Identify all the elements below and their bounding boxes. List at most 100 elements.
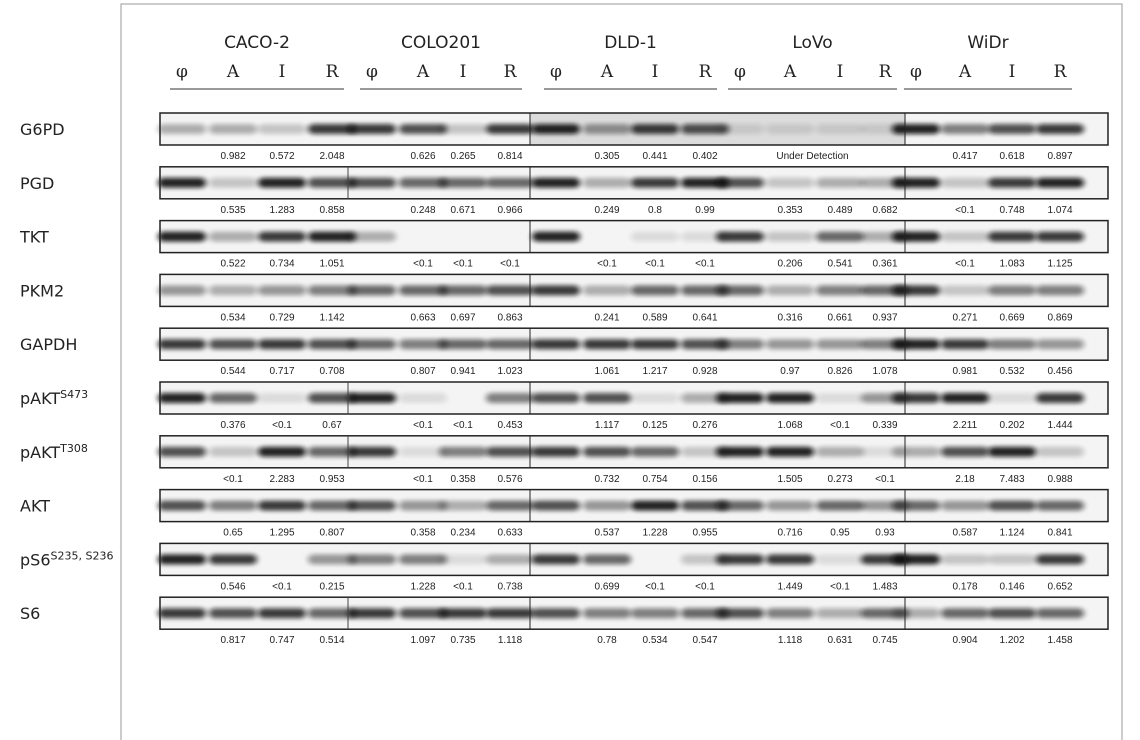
band	[209, 501, 257, 511]
protein-site: S235, S236	[51, 549, 114, 562]
band	[716, 393, 764, 403]
band	[941, 285, 989, 295]
band	[486, 124, 534, 134]
ratio-value: <0.1	[695, 259, 715, 270]
protein-label: GAPDH	[20, 335, 77, 354]
lane-label: I	[1009, 62, 1016, 82]
band	[816, 501, 864, 511]
ratio-value: 0.97	[780, 366, 800, 377]
ratio-value: 0.522	[220, 259, 245, 270]
protein-name: S6	[20, 604, 40, 623]
ratio-value: <0.1	[695, 581, 715, 592]
ratio-value: 0.95	[830, 528, 850, 539]
band	[1036, 554, 1084, 564]
band	[486, 501, 534, 511]
band	[439, 447, 487, 457]
band	[988, 447, 1036, 457]
ratio-value: <0.1	[830, 581, 850, 592]
band	[158, 554, 206, 564]
ratio-value: <0.1	[453, 259, 473, 270]
ratio-value: 0.869	[1047, 312, 1072, 323]
ratio-value: 0.146	[999, 581, 1024, 592]
band	[716, 339, 764, 349]
protein-name: pS6	[20, 550, 51, 569]
band	[1036, 285, 1084, 295]
lane-label: I	[837, 62, 844, 82]
ratio-value: 0.273	[827, 474, 852, 485]
ratio-value: <0.1	[955, 259, 975, 270]
band	[941, 447, 989, 457]
protein-label: pAKTS473	[20, 388, 88, 408]
ratio-value: 0.453	[497, 420, 522, 431]
band	[348, 554, 396, 564]
lane-label: A	[958, 62, 972, 82]
ratio-value: 1.097	[410, 635, 435, 646]
ratio-value: 0.265	[450, 151, 475, 162]
band	[766, 554, 814, 564]
ratio-value: 0.178	[952, 581, 977, 592]
band	[988, 285, 1036, 295]
band	[486, 178, 534, 188]
band	[532, 124, 580, 134]
band	[631, 124, 679, 134]
ratio-value: 1.117	[595, 420, 620, 431]
ratio-value: <0.1	[223, 474, 243, 485]
band	[583, 501, 631, 511]
ratio-value: <0.1	[645, 259, 665, 270]
ratio-value: 0.156	[692, 474, 717, 485]
lane-label: I	[652, 62, 659, 82]
band	[941, 554, 989, 564]
band	[816, 608, 864, 618]
ratio-value: 0.841	[1047, 528, 1072, 539]
protein-label: AKT	[20, 497, 50, 516]
ratio-value: 0.631	[827, 635, 852, 646]
ratio-value: 0.541	[827, 259, 852, 270]
band	[258, 608, 306, 618]
band	[716, 124, 764, 134]
band	[258, 232, 306, 242]
band	[486, 554, 534, 564]
lane-label: φ	[366, 62, 378, 82]
ratio-value: 0.234	[450, 528, 475, 539]
ratio-value: 0.937	[872, 312, 897, 323]
ratio-value: 0.729	[269, 312, 294, 323]
protein-name: GAPDH	[20, 335, 77, 354]
band	[439, 339, 487, 349]
ratio-value: 7.483	[999, 474, 1024, 485]
ratio-value: 0.982	[220, 151, 245, 162]
ratio-value: 0.215	[319, 581, 344, 592]
band	[258, 124, 306, 134]
ratio-value: 0.99	[695, 205, 715, 216]
band	[158, 339, 206, 349]
ratio-value: 0.716	[777, 528, 802, 539]
ratio-value: 0.544	[220, 366, 245, 377]
lane-label: R	[326, 62, 340, 82]
band	[209, 447, 257, 457]
ratio-value: 1.118	[778, 635, 803, 646]
ratio-value: <0.1	[875, 474, 895, 485]
band	[583, 339, 631, 349]
band	[766, 178, 814, 188]
band	[766, 393, 814, 403]
ratio-value: 0.966	[497, 205, 522, 216]
band	[158, 178, 206, 188]
band	[1036, 447, 1084, 457]
ratio-value: 0.863	[497, 312, 522, 323]
lane-label: I	[460, 62, 467, 82]
cell-line-name: CACO-2	[224, 33, 290, 53]
band	[486, 339, 534, 349]
ratio-value: 0.633	[497, 528, 522, 539]
ratio-value: 0.358	[450, 474, 475, 485]
band	[892, 501, 940, 511]
band	[532, 232, 580, 242]
band	[209, 393, 257, 403]
ratio-value: 0.93	[875, 528, 895, 539]
band	[158, 285, 206, 295]
protein-name: AKT	[20, 497, 50, 516]
lane-label: I	[279, 62, 286, 82]
ratio-value: 0.652	[1047, 581, 1072, 592]
lane-label: A	[226, 62, 240, 82]
ratio-value: <0.1	[955, 205, 975, 216]
ratio-value: 0.807	[410, 366, 435, 377]
band	[1036, 124, 1084, 134]
